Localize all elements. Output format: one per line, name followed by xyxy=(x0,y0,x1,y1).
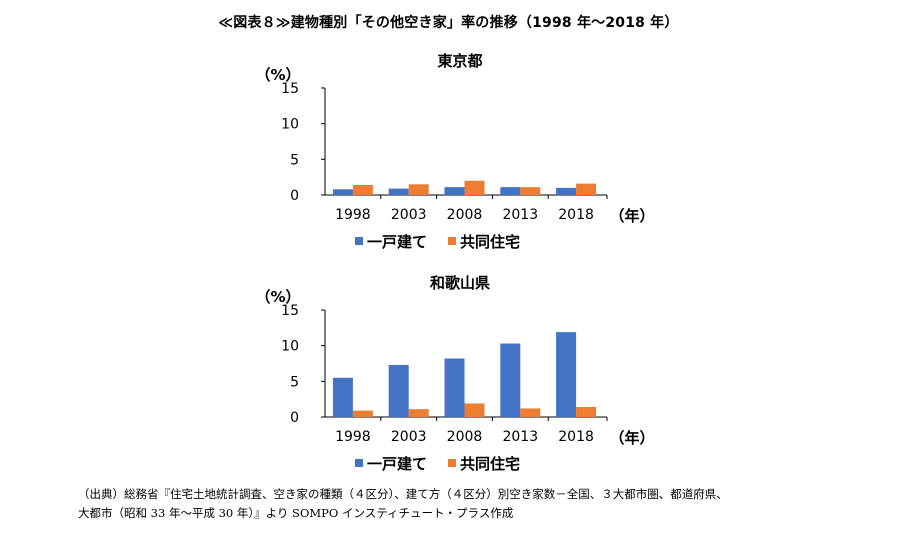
bar-collective-1998 xyxy=(352,185,373,195)
source-note-line-1: （出典）総務省『住宅土地統計調査、空き家の種類（４区分）、建て方（４区分）別空き… xyxy=(78,487,728,501)
x-tick-label: 2008 xyxy=(447,429,483,445)
bar-detached-2003 xyxy=(388,188,409,195)
bar-detached-1998 xyxy=(332,377,353,417)
bar-collective-2008 xyxy=(464,403,485,417)
bar-detached-2018 xyxy=(556,332,577,417)
legend-label-collective: 共同住宅 xyxy=(460,455,520,473)
bar-detached-1998 xyxy=(332,189,353,195)
y-tick-label: 0 xyxy=(290,410,299,426)
x-tick-label: 2003 xyxy=(391,429,427,445)
y-tick-label: 0 xyxy=(290,188,299,204)
bar-collective-1998 xyxy=(352,410,373,417)
legend-swatch-detached xyxy=(355,237,363,245)
x-tick-label: 2003 xyxy=(391,207,427,223)
chart-wakayama: 和歌山県 （%） 0 5 10 15 1998 2003 2008 2013 2018 （年） 一戸建て… xyxy=(255,274,654,473)
y-axis-label: （%） xyxy=(255,66,300,84)
y-tick-label: 5 xyxy=(290,152,299,168)
legend-label-detached: 一戸建て xyxy=(367,233,427,251)
x-axis-label: （年） xyxy=(609,207,654,225)
x-tick-label: 2018 xyxy=(558,207,594,223)
y-tick-label: 15 xyxy=(281,81,299,97)
legend-swatch-collective xyxy=(448,459,456,467)
legend-label-collective: 共同住宅 xyxy=(460,233,520,251)
legend-label-detached: 一戸建て xyxy=(367,455,427,473)
bar-collective-2013 xyxy=(520,408,541,417)
bar-detached-2018 xyxy=(556,187,577,195)
bar-collective-2008 xyxy=(464,180,485,195)
figure-title: ≪図表８≫建物種別「その他空き家」率の推移（1998 年～2018 年） xyxy=(218,15,679,31)
x-tick-label: 2018 xyxy=(558,429,594,445)
x-tick-label: 1998 xyxy=(335,207,371,223)
x-tick-label: 2013 xyxy=(502,207,538,223)
y-tick-label: 10 xyxy=(281,339,299,355)
source-note-line-2: 大都市（昭和 33 年～平成 30 年）』より SOMPO インスティチュート・… xyxy=(78,506,514,520)
bar-detached-2008 xyxy=(444,358,465,417)
x-tick-label: 2013 xyxy=(502,429,538,445)
bar-detached-2003 xyxy=(388,364,409,417)
bar-detached-2008 xyxy=(444,187,465,195)
x-tick-label: 1998 xyxy=(335,429,371,445)
bar-detached-2013 xyxy=(500,187,521,195)
chart-tokyo: 東京都 （%） 0 5 10 15 1998 2003 2008 2013 2018 （年） 一戸建て 共… xyxy=(255,52,654,251)
bar-collective-2013 xyxy=(520,187,541,195)
legend-swatch-detached xyxy=(355,459,363,467)
bar-collective-2018 xyxy=(576,407,597,417)
chart-title: 和歌山県 xyxy=(430,274,490,292)
bar-collective-2003 xyxy=(408,184,429,195)
chart-title: 東京都 xyxy=(437,52,482,70)
y-tick-label: 10 xyxy=(281,117,299,133)
bar-detached-2013 xyxy=(500,343,521,417)
y-axis-label: （%） xyxy=(255,288,300,306)
bar-collective-2003 xyxy=(408,409,429,417)
bar-collective-2018 xyxy=(576,183,597,195)
y-tick-label: 5 xyxy=(290,374,299,390)
x-tick-label: 2008 xyxy=(447,207,483,223)
legend-swatch-collective xyxy=(448,237,456,245)
y-tick-label: 15 xyxy=(281,303,299,319)
x-axis-label: （年） xyxy=(609,429,654,447)
